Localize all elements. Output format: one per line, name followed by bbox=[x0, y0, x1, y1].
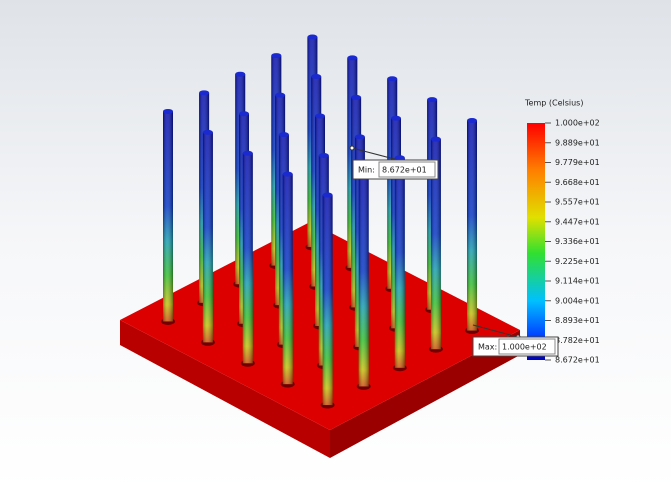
pin-top bbox=[355, 134, 365, 139]
min-value: 8.672e+01 bbox=[382, 166, 427, 175]
pin-top bbox=[391, 116, 401, 121]
pin-top bbox=[275, 93, 285, 98]
pin-shade bbox=[395, 158, 405, 368]
max-value: 1.000e+02 bbox=[502, 343, 547, 352]
pin-shade bbox=[203, 132, 213, 342]
pin-top bbox=[283, 172, 293, 177]
pin-shade bbox=[359, 176, 369, 386]
pin-top bbox=[351, 95, 361, 100]
pin-shade bbox=[243, 153, 253, 363]
pin-top bbox=[323, 193, 333, 198]
legend-label: 9.225e+01 bbox=[555, 257, 600, 266]
pin-top bbox=[387, 76, 397, 81]
legend-label: 9.114e+01 bbox=[555, 277, 600, 286]
legend-label: 9.004e+01 bbox=[555, 296, 600, 305]
pin-top bbox=[311, 74, 321, 79]
pin-shade bbox=[323, 195, 333, 405]
pin-top bbox=[235, 72, 245, 77]
legend-label: 9.447e+01 bbox=[555, 217, 600, 226]
legend-label: 8.782e+01 bbox=[555, 336, 600, 345]
legend-title: Temp (Celsius) bbox=[524, 99, 583, 108]
pin-top bbox=[307, 34, 317, 39]
pin-shade bbox=[283, 174, 293, 384]
pin-top bbox=[199, 90, 209, 95]
pin-shade bbox=[163, 111, 173, 321]
pin-top bbox=[163, 109, 173, 114]
legend-label: 8.672e+01 bbox=[555, 356, 600, 365]
max-label: Max: bbox=[478, 343, 497, 352]
legend-label: 9.889e+01 bbox=[555, 138, 600, 147]
min-point bbox=[350, 146, 354, 150]
color-bar bbox=[527, 123, 545, 360]
legend-label: 9.336e+01 bbox=[555, 237, 600, 246]
min-label: Min: bbox=[358, 166, 375, 175]
pin-top bbox=[431, 137, 441, 142]
pin-top bbox=[243, 151, 253, 156]
pin-top bbox=[239, 111, 249, 116]
pin-top bbox=[271, 53, 281, 58]
pin-top bbox=[347, 55, 357, 60]
legend-label: 9.779e+01 bbox=[555, 158, 600, 167]
legend-label: 1.000e+02 bbox=[555, 119, 600, 128]
pin-shade bbox=[467, 121, 477, 331]
pin-top bbox=[427, 97, 437, 102]
pin-top bbox=[279, 132, 289, 137]
pin-top bbox=[467, 118, 477, 123]
pin-top bbox=[319, 153, 329, 158]
legend-label: 9.668e+01 bbox=[555, 178, 600, 187]
pin-top bbox=[315, 114, 325, 119]
legend-label: 8.893e+01 bbox=[555, 316, 600, 325]
viewport: Temp (Celsius) 1.000e+02 9.889e+01 9.779e+… bbox=[0, 0, 671, 491]
legend-label: 9.557e+01 bbox=[555, 198, 600, 207]
pin-top bbox=[203, 130, 213, 135]
